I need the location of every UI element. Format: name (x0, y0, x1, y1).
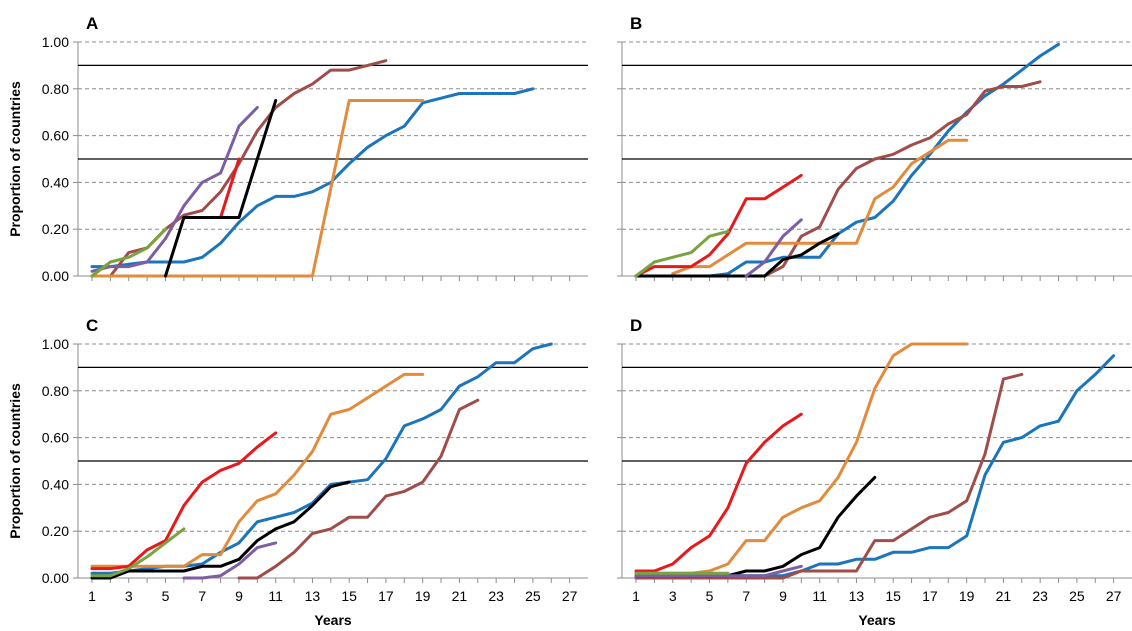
y-tick-label: 1.00 (42, 336, 69, 352)
series-line-blue (90, 87, 535, 269)
x-tick-label: 9 (779, 588, 787, 604)
series-line-red (219, 157, 241, 219)
x-tick-label: 19 (415, 588, 431, 604)
y-tick-label: 0.20 (42, 221, 69, 237)
x-tick-label: 17 (922, 588, 938, 604)
series-line-purple (634, 564, 803, 578)
x-tick-label: 25 (1069, 588, 1085, 604)
y-axis-title-top: Proportion of countries (7, 81, 23, 237)
y-tick-label: 0.60 (42, 430, 69, 446)
y-axis-title-bottom: Proportion of countries (7, 383, 23, 539)
x-tick-label: 19 (959, 588, 975, 604)
x-axis-title-right: Years (858, 612, 896, 628)
panel-letter: A (86, 14, 98, 33)
series-line-black (164, 99, 278, 278)
y-tick-label: 0.00 (42, 570, 69, 586)
y-tick-label: 0.60 (42, 128, 69, 144)
x-tick-label: 15 (341, 588, 357, 604)
x-tick-label: 13 (305, 588, 321, 604)
series-line-red (90, 431, 278, 571)
series-line-purple (90, 106, 259, 273)
panel-letter: C (86, 316, 98, 335)
x-axis-title-left: Years (314, 612, 352, 628)
y-tick-label: 0.00 (42, 268, 69, 284)
x-tick-label: 11 (268, 588, 283, 604)
x-tick-label: 11 (812, 588, 827, 604)
y-tick-label: 0.20 (42, 523, 69, 539)
series-line-blue (634, 42, 1060, 278)
x-tick-label: 23 (488, 588, 504, 604)
series-line-blue (90, 342, 553, 575)
x-tick-label: 5 (706, 588, 714, 604)
panel-letter: B (630, 14, 642, 33)
x-tick-label: 23 (1032, 588, 1048, 604)
series-line-red (634, 412, 803, 573)
panel-c-chart: 0.000.200.400.600.801.001 3 5 7 9 11 13 15 17 19 2… (42, 316, 588, 604)
series-line-green (634, 230, 730, 278)
x-tick-label: 13 (849, 588, 865, 604)
series-line-orange (671, 138, 969, 276)
series-line-black (634, 475, 877, 578)
x-tick-label: 1 (88, 588, 96, 604)
x-tick-label: 5 (162, 588, 170, 604)
y-tick-label: 1.00 (42, 34, 69, 50)
series-line-brown (634, 372, 1024, 580)
series-line-brown (90, 59, 388, 278)
series-line-green (90, 227, 167, 278)
x-tick-label: 27 (1106, 588, 1122, 604)
series-line-black (634, 232, 840, 278)
panel-a-chart: 0.00 0.20 0.40 0.60 0.80 1.00 A (42, 14, 588, 284)
series-line-purple (744, 218, 803, 278)
series-line-brown (237, 398, 480, 580)
y-tick-label: 0.80 (42, 383, 69, 399)
x-tick-label: 25 (525, 588, 541, 604)
panel-b-chart: B (617, 14, 1132, 281)
x-tick-label: 7 (742, 588, 750, 604)
series-line-orange (634, 342, 969, 575)
series-line-red (634, 173, 803, 278)
y-tick-label: 0.80 (42, 81, 69, 97)
series-line-purple (182, 541, 278, 580)
series-line-orange (90, 99, 425, 278)
panel-letter: D (630, 316, 642, 335)
x-tick-label: 3 (669, 588, 677, 604)
x-tick-label: 21 (996, 588, 1012, 604)
panel-d-chart: 1 3 5 7 9 11 13 15 17 19 21 23 25 27D (617, 316, 1132, 604)
x-tick-label: 17 (378, 588, 394, 604)
x-tick-label: 15 (885, 588, 901, 604)
x-tick-label: 3 (125, 588, 133, 604)
series-line-black (90, 480, 351, 580)
x-tick-label: 9 (235, 588, 243, 604)
x-tick-label: 21 (452, 588, 468, 604)
x-tick-label: 1 (632, 588, 640, 604)
y-tick-label: 0.40 (42, 476, 69, 492)
x-tick-label: 7 (198, 588, 206, 604)
series-line-green (90, 527, 186, 578)
y-tick-label: 0.40 (42, 174, 69, 190)
series-line-brown (744, 80, 1042, 278)
series-line-orange (90, 372, 425, 568)
x-tick-label: 27 (562, 588, 578, 604)
